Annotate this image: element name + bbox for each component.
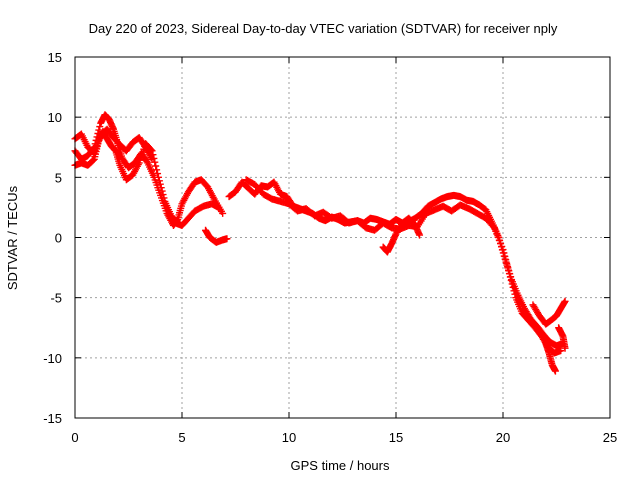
data-point bbox=[153, 166, 161, 174]
data-points bbox=[71, 111, 569, 375]
series-track-c bbox=[71, 125, 156, 163]
grid bbox=[75, 57, 610, 418]
data-point bbox=[494, 233, 502, 241]
x-axis-label: GPS time / hours bbox=[291, 458, 390, 473]
data-point bbox=[490, 224, 498, 232]
y-tick-label: 10 bbox=[48, 110, 62, 125]
data-point bbox=[503, 259, 511, 267]
data-point bbox=[219, 209, 227, 217]
data-point bbox=[511, 290, 519, 298]
data-point bbox=[152, 162, 160, 170]
data-point bbox=[214, 203, 222, 211]
data-point bbox=[505, 266, 513, 274]
data-point bbox=[89, 156, 97, 164]
y-tick-label: 0 bbox=[55, 231, 62, 246]
series-track-f bbox=[242, 176, 565, 357]
data-point bbox=[157, 184, 165, 192]
data-point bbox=[505, 270, 513, 278]
axis-ticks: 0 5 10 15 20 25 -15 -10 -5 0 5 10 15 bbox=[43, 50, 617, 445]
y-tick-label: -5 bbox=[50, 291, 62, 306]
x-tick-label: 20 bbox=[496, 430, 510, 445]
data-point bbox=[160, 194, 168, 202]
data-point bbox=[508, 280, 516, 288]
x-tick-label: 25 bbox=[603, 430, 617, 445]
data-point bbox=[489, 222, 497, 230]
series-track-a bbox=[71, 111, 227, 229]
data-point bbox=[499, 246, 507, 254]
data-point bbox=[159, 191, 167, 199]
series-track-d bbox=[202, 226, 231, 246]
series-track-j bbox=[555, 324, 569, 352]
series-track-h bbox=[529, 297, 569, 328]
series-track-g bbox=[379, 214, 424, 256]
data-point bbox=[495, 236, 503, 244]
data-point bbox=[156, 180, 164, 188]
data-point bbox=[154, 170, 162, 178]
data-point bbox=[223, 235, 231, 243]
data-point bbox=[155, 177, 163, 185]
data-point bbox=[154, 173, 162, 181]
series-track-i bbox=[542, 339, 559, 375]
data-point bbox=[504, 263, 512, 271]
data-point bbox=[509, 283, 517, 291]
x-tick-label: 15 bbox=[389, 430, 403, 445]
data-point bbox=[96, 123, 104, 131]
data-point bbox=[561, 297, 569, 305]
data-point bbox=[148, 155, 156, 163]
data-point bbox=[158, 187, 166, 195]
data-point bbox=[501, 252, 509, 260]
data-point bbox=[498, 242, 506, 250]
data-point bbox=[502, 256, 510, 264]
data-point bbox=[497, 239, 505, 247]
x-tick-label: 10 bbox=[282, 430, 296, 445]
y-tick-label: 15 bbox=[48, 50, 62, 65]
data-point bbox=[507, 276, 515, 284]
data-point bbox=[551, 367, 559, 375]
data-point bbox=[493, 230, 501, 238]
y-tick-label: -15 bbox=[43, 411, 62, 426]
data-point bbox=[561, 344, 569, 352]
data-point bbox=[492, 227, 500, 235]
x-tick-label: 5 bbox=[178, 430, 185, 445]
chart-title: Day 220 of 2023, Sidereal Day-to-day VTE… bbox=[89, 21, 558, 36]
x-tick-label: 0 bbox=[71, 430, 78, 445]
data-point bbox=[416, 231, 424, 239]
y-axis-label: SDTVAR / TECUs bbox=[5, 185, 20, 290]
y-tick-label: 5 bbox=[55, 170, 62, 185]
data-point bbox=[500, 249, 508, 257]
data-point bbox=[557, 347, 565, 355]
data-point bbox=[510, 287, 518, 295]
data-point bbox=[506, 273, 514, 281]
y-tick-label: -10 bbox=[43, 351, 62, 366]
